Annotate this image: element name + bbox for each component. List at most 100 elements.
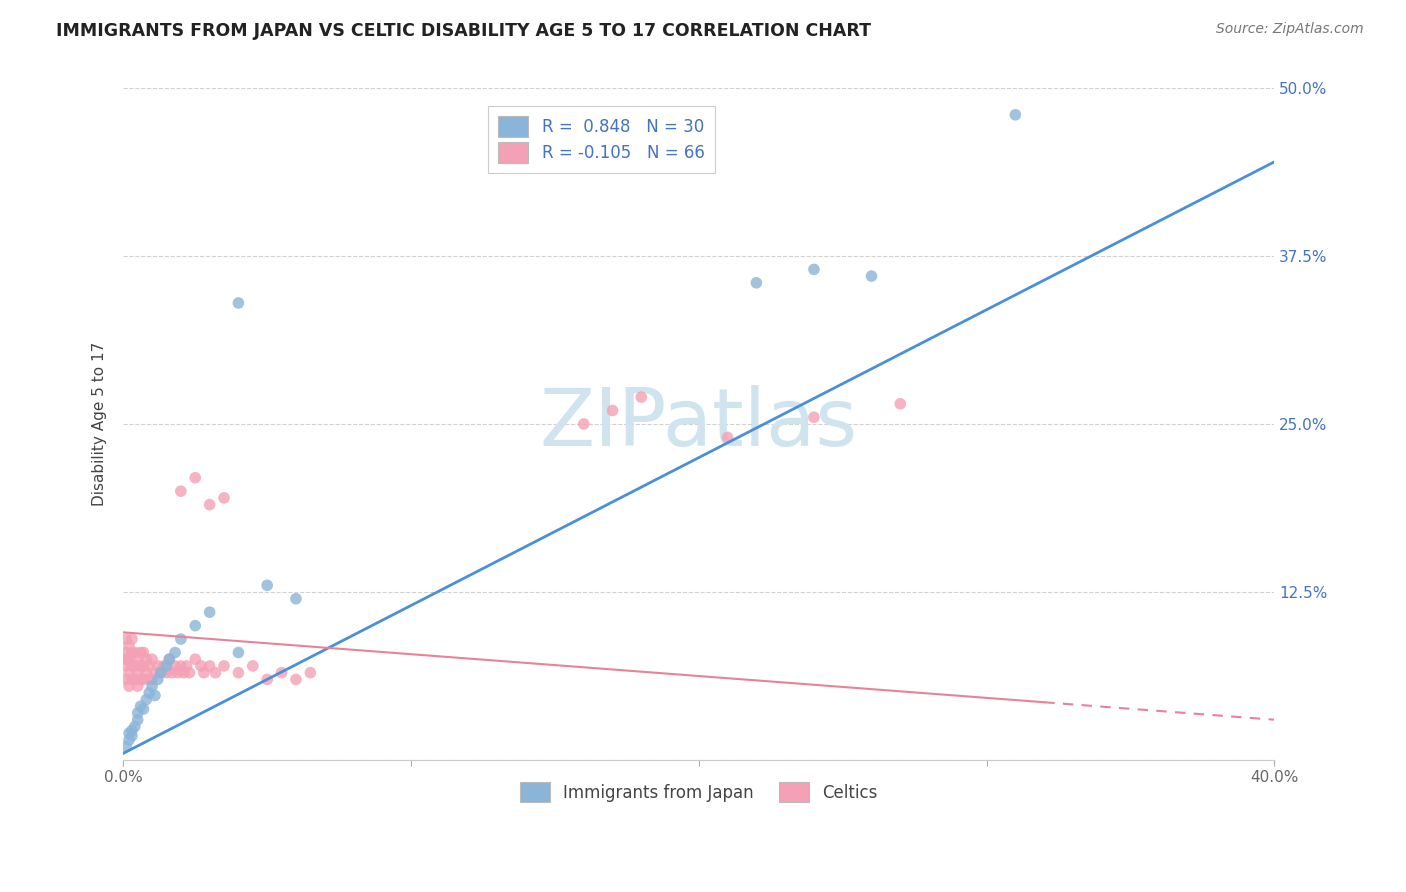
Point xyxy=(135,652,157,666)
Point xyxy=(143,665,166,680)
Point xyxy=(190,659,212,673)
Point xyxy=(124,646,146,660)
Point xyxy=(129,699,152,714)
Point xyxy=(630,390,652,404)
Point xyxy=(155,659,177,673)
Point xyxy=(115,646,138,660)
Point xyxy=(118,726,141,740)
Point xyxy=(118,665,141,680)
Point xyxy=(204,665,226,680)
Point xyxy=(184,471,207,485)
Point xyxy=(138,659,160,673)
Point xyxy=(717,430,740,444)
Point xyxy=(270,665,292,680)
Point xyxy=(143,689,166,703)
Point xyxy=(167,665,190,680)
Point xyxy=(242,659,264,673)
Point xyxy=(127,706,149,720)
Point xyxy=(284,673,307,687)
Point xyxy=(121,673,143,687)
Point xyxy=(115,632,138,646)
Point xyxy=(228,646,250,660)
Point xyxy=(179,665,201,680)
Point xyxy=(124,673,146,687)
Point xyxy=(165,646,187,660)
Legend: Immigrants from Japan, Celtics: Immigrants from Japan, Celtics xyxy=(513,775,884,809)
Point xyxy=(602,403,624,417)
Point xyxy=(127,713,149,727)
Point xyxy=(132,673,155,687)
Point xyxy=(228,665,250,680)
Point xyxy=(160,665,183,680)
Point xyxy=(256,578,278,592)
Point xyxy=(118,732,141,747)
Point xyxy=(115,739,138,754)
Point xyxy=(572,417,595,431)
Point xyxy=(157,652,180,666)
Point xyxy=(121,632,143,646)
Point xyxy=(228,296,250,310)
Point xyxy=(173,665,195,680)
Point xyxy=(170,659,193,673)
Point xyxy=(284,591,307,606)
Point xyxy=(129,659,152,673)
Point xyxy=(124,659,146,673)
Point xyxy=(132,702,155,716)
Point xyxy=(745,276,768,290)
Point xyxy=(115,652,138,666)
Point xyxy=(193,665,215,680)
Point xyxy=(135,692,157,706)
Point xyxy=(132,646,155,660)
Point xyxy=(118,639,141,653)
Y-axis label: Disability Age 5 to 17: Disability Age 5 to 17 xyxy=(93,342,107,506)
Point xyxy=(184,618,207,632)
Point xyxy=(149,665,172,680)
Point xyxy=(127,679,149,693)
Point xyxy=(170,632,193,646)
Point xyxy=(127,652,149,666)
Point xyxy=(124,719,146,733)
Point xyxy=(138,673,160,687)
Point xyxy=(157,652,180,666)
Point xyxy=(118,652,141,666)
Point xyxy=(138,686,160,700)
Point xyxy=(141,652,163,666)
Point xyxy=(212,491,235,505)
Point xyxy=(803,410,825,425)
Point xyxy=(141,673,163,687)
Point xyxy=(299,665,322,680)
Point xyxy=(155,665,177,680)
Point xyxy=(132,659,155,673)
Text: Source: ZipAtlas.com: Source: ZipAtlas.com xyxy=(1216,22,1364,37)
Point xyxy=(256,673,278,687)
Point xyxy=(115,659,138,673)
Point xyxy=(198,498,221,512)
Point xyxy=(889,397,911,411)
Point xyxy=(118,679,141,693)
Point xyxy=(146,673,169,687)
Point xyxy=(121,659,143,673)
Point xyxy=(129,673,152,687)
Point xyxy=(121,723,143,738)
Point xyxy=(170,484,193,499)
Point xyxy=(184,652,207,666)
Point xyxy=(176,659,198,673)
Point xyxy=(152,659,174,673)
Point xyxy=(121,729,143,743)
Point xyxy=(165,659,187,673)
Point xyxy=(129,646,152,660)
Point xyxy=(198,605,221,619)
Point xyxy=(127,665,149,680)
Point xyxy=(1004,108,1026,122)
Point xyxy=(212,659,235,673)
Text: IMMIGRANTS FROM JAPAN VS CELTIC DISABILITY AGE 5 TO 17 CORRELATION CHART: IMMIGRANTS FROM JAPAN VS CELTIC DISABILI… xyxy=(56,22,872,40)
Point xyxy=(149,665,172,680)
Point xyxy=(121,646,143,660)
Point xyxy=(115,673,138,687)
Point xyxy=(198,659,221,673)
Point xyxy=(146,659,169,673)
Point xyxy=(860,269,883,284)
Text: ZIPatlas: ZIPatlas xyxy=(540,385,858,463)
Point xyxy=(141,679,163,693)
Point xyxy=(803,262,825,277)
